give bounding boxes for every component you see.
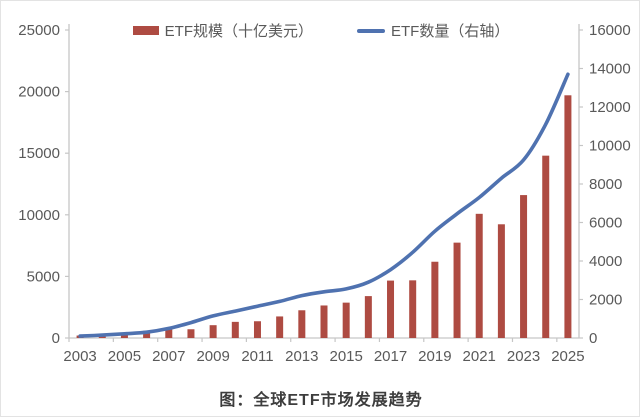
right-axis-tick-label: 0	[589, 330, 597, 347]
legend-item-etf-scale: ETF规模（十亿美元）	[132, 20, 313, 41]
right-axis-tick-label: 10000	[589, 138, 631, 155]
combo-chart: 0 5000 10000 15000 20000 25000 0 2000 4000 6000 80…	[18, 22, 630, 365]
bar-2022	[497, 224, 505, 338]
left-axis-tick-label: 25000	[18, 22, 60, 39]
bar-series-swatch-icon	[132, 26, 159, 35]
bar-2018	[409, 280, 417, 338]
bar-2024	[542, 155, 550, 338]
right-axis-tick-label: 12000	[589, 99, 631, 116]
legend-label-etf-scale: ETF规模（十亿美元）	[164, 23, 313, 40]
right-axis-tick-label: 6000	[589, 215, 622, 232]
line-series	[78, 72, 570, 338]
left-axis-tick-label: 5000	[27, 268, 60, 285]
axes	[65, 24, 583, 342]
bar-2007	[165, 328, 173, 338]
bar-2013	[298, 310, 306, 338]
figure-caption: 图：全球ETF市场发展趋势	[219, 392, 423, 409]
bar-2011	[253, 321, 261, 338]
axis-labels: 0 5000 10000 15000 20000 25000 0 2000 4000 6000 80…	[18, 22, 630, 365]
right-axis-tick-label: 8000	[589, 176, 622, 193]
bar-2009	[209, 325, 217, 338]
line-series-swatch-icon	[357, 28, 385, 33]
bar-2010	[231, 321, 239, 338]
bar-2025	[564, 95, 572, 339]
x-axis-label-2025: 2025	[551, 348, 584, 365]
right-axis-tick-label: 16000	[589, 22, 631, 39]
bar-series	[76, 95, 572, 339]
x-axis-label-2013: 2013	[285, 348, 318, 365]
x-axis-label-2007: 2007	[152, 348, 185, 365]
x-axis-label-2019: 2019	[418, 348, 451, 365]
x-axis-label-2021: 2021	[463, 348, 496, 365]
x-axis-label-2011: 2011	[241, 348, 273, 365]
legend-item-etf-count: ETF数量（右轴）	[357, 20, 509, 41]
bar-2014	[320, 305, 328, 338]
x-axis-label-2017: 2017	[374, 348, 407, 365]
x-axis-label-2003: 2003	[63, 348, 96, 365]
x-axis-label-2023: 2023	[507, 348, 540, 365]
bar-2023	[520, 195, 528, 338]
left-axis-tick-label: 0	[52, 330, 60, 347]
legend-label-etf-count: ETF数量（右轴）	[391, 23, 510, 40]
right-axis-tick-label: 2000	[589, 292, 622, 309]
left-axis-tick-label: 20000	[18, 84, 60, 101]
bar-2017	[387, 280, 395, 338]
x-axis-label-2015: 2015	[329, 348, 362, 365]
bar-2015	[342, 302, 350, 338]
right-axis-tick-label: 4000	[589, 253, 622, 270]
x-axis-label-2005: 2005	[108, 348, 141, 365]
bar-2012	[276, 316, 284, 338]
chart-legend: ETF规模（十亿美元） ETF数量（右轴）	[1, 20, 639, 41]
bar-2019	[431, 261, 439, 338]
trend-line	[78, 72, 570, 338]
bar-2021	[475, 213, 483, 338]
right-axis-tick-label: 14000	[589, 61, 631, 78]
bar-2016	[364, 296, 372, 338]
bar-2006	[143, 330, 151, 338]
x-axis-label-2009: 2009	[196, 348, 229, 365]
left-axis-tick-label: 15000	[18, 145, 60, 162]
bar-2020	[453, 242, 461, 338]
left-axis-tick-label: 10000	[18, 207, 60, 224]
bar-2008	[187, 329, 195, 338]
